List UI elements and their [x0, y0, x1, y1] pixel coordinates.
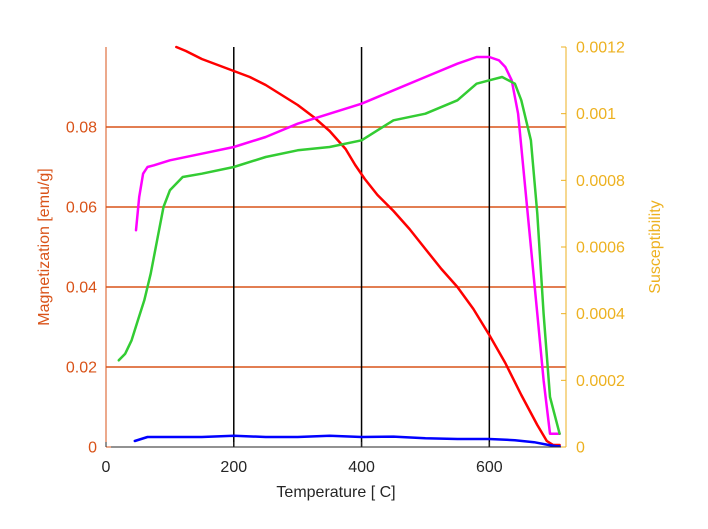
axes [105, 46, 567, 448]
y-left-tick-label: 0.06 [66, 200, 97, 217]
y-left-tick-label: 0.04 [66, 280, 97, 297]
series-line-magnetization-cooling [133, 434, 561, 448]
series-line-magnetization-heating [175, 45, 561, 447]
y-axis-right-label: Susceptibility [647, 200, 664, 293]
x-axis-label: Temperature [ C] [276, 484, 395, 501]
y-axis-left-label: Magnetization [emu/g] [36, 168, 53, 325]
x-tick-label: 0 [102, 459, 111, 476]
y-right-tick-label: 0.0008 [576, 173, 625, 190]
y-right-tick-label: 0.0004 [576, 306, 625, 323]
y-right-tick-label: 0 [576, 440, 585, 457]
x-tick-label: 600 [476, 459, 503, 476]
y-right-tick-label: 0.0006 [576, 240, 625, 257]
x-tick-label: 200 [220, 459, 247, 476]
tick-labels: 0 0.02 0.04 0.06 0.08 0 0.0002 0.0004 0.0006 0.00… [66, 40, 625, 477]
y-right-tick-label: 0.0012 [576, 40, 625, 57]
grid-lines [106, 47, 566, 447]
series-line-susceptibility-cooling [117, 75, 561, 435]
y-right-tick-label: 0.0002 [576, 373, 625, 390]
y-left-tick-label: 0 [88, 440, 97, 457]
series-line-susceptibility-heating [134, 55, 561, 435]
x-tick-label: 400 [348, 459, 375, 476]
y-right-tick-label: 0.001 [576, 106, 616, 123]
y-left-tick-label: 0.08 [66, 120, 97, 137]
y-left-tick-label: 0.02 [66, 360, 97, 377]
data-series [117, 45, 561, 448]
